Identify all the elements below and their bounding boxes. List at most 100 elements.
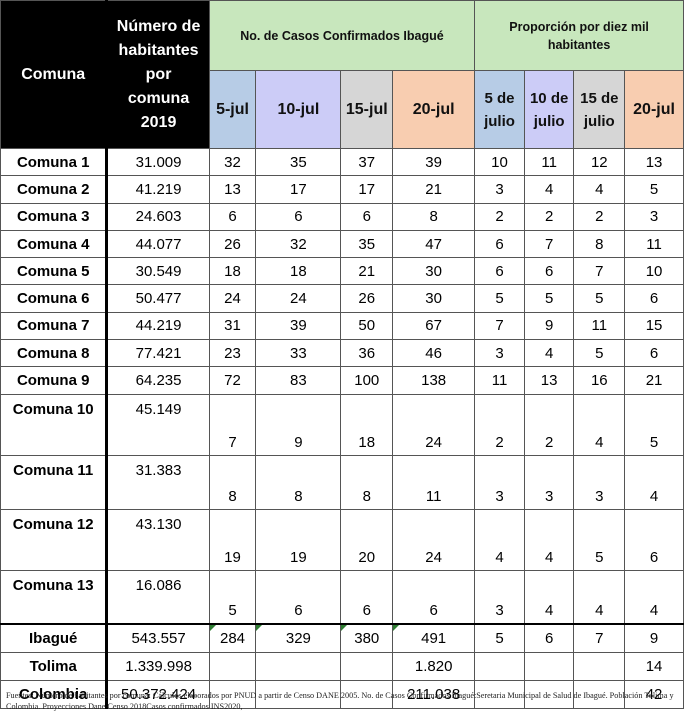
casos-value: 32 (255, 229, 342, 259)
casos-value: 491 (392, 623, 476, 653)
casos-value: 7 (208, 393, 257, 456)
habitantes-value: 64.235 (106, 366, 210, 395)
casos-value: 17 (255, 175, 342, 204)
date-header-line: 10 de (529, 89, 569, 107)
proporcion-value: 6 (523, 257, 575, 286)
table-row: Comuna 3 24.603 6 6 6 8 2 2 2 3 (0, 202, 684, 231)
proporcion-value (523, 679, 575, 709)
casos-value: 9 (255, 393, 342, 456)
habitantes-value: 543.557 (106, 623, 210, 653)
date-header-prop: 15 de julio (573, 70, 626, 149)
casos-value: 23 (208, 339, 257, 368)
proporcion-value: 11 (523, 147, 575, 177)
proporcion-value: 3 (474, 175, 525, 204)
table-row: Comuna 9 64.235 72 83 100 138 11 13 16 21 (0, 366, 684, 395)
table-row: Comuna 10 45.149 7 9 18 24 2 2 4 5 (0, 393, 684, 456)
casos-value: 24 (392, 393, 476, 456)
proporcion-value: 16 (573, 366, 626, 395)
habitantes-value: 1.339.998 (106, 651, 210, 681)
casos-value: 37 (340, 147, 394, 177)
proporcion-value: 5 (573, 284, 626, 313)
casos-value: 35 (255, 147, 342, 177)
proporcion-value: 5 (573, 508, 626, 571)
footnote: Fuentes: Número de habitantes por comuna… (6, 691, 674, 711)
casos-value: 20 (340, 508, 394, 571)
proporcion-value: 11 (573, 311, 626, 341)
casos-value: 67 (392, 311, 476, 341)
casos-value (340, 679, 394, 709)
casos-value: 30 (392, 257, 476, 286)
proporcion-value: 3 (573, 454, 626, 510)
casos-value: 8 (255, 454, 342, 510)
comuna-name: Comuna 11 (0, 454, 109, 510)
habitantes-value: 24.603 (106, 202, 210, 231)
proporcion-value: 3 (624, 202, 684, 231)
habitantes-value: 30.549 (106, 257, 210, 286)
proporcion-value: 3 (474, 339, 525, 368)
casos-value: 47 (392, 229, 476, 259)
proporcion-value: 11 (624, 229, 684, 259)
comuna-name: Comuna 8 (0, 339, 109, 368)
habitantes-value: 31.009 (106, 147, 210, 177)
total-label: Colombia (0, 679, 109, 709)
habitantes-label-line: comuna (127, 89, 190, 107)
proporcion-value: 2 (573, 202, 626, 231)
comuna-name: Comuna 6 (0, 284, 109, 313)
casos-value: 36 (340, 339, 394, 368)
proporcion-value: 7 (474, 311, 525, 341)
casos-value: 35 (340, 229, 394, 259)
total-row: Tolima 1.339.998 1.820 14 (0, 651, 684, 681)
casos-value: 8 (340, 454, 394, 510)
proporcion-value: 5 (474, 623, 525, 653)
habitantes-value: 31.383 (106, 454, 210, 510)
proporcion-value (474, 651, 525, 681)
date-header-line: julio (583, 112, 615, 130)
casos-value: 211.038 (392, 679, 476, 709)
habitantes-label-line: por (145, 65, 172, 83)
proporcion-value: 11 (474, 366, 525, 395)
proporcion-label-line: Proporción por diez mil (509, 19, 649, 34)
casos-value: 18 (208, 257, 257, 286)
date-header-casos: 20-jul (392, 70, 476, 149)
proporcion-value: 5 (624, 175, 684, 204)
casos-value: 21 (392, 175, 476, 204)
date-header-prop: 20-jul (624, 70, 684, 149)
proporcion-value: 3 (523, 454, 575, 510)
casos-value: 24 (255, 284, 342, 313)
casos-value: 33 (255, 339, 342, 368)
date-header-line: 15 de (580, 89, 619, 107)
proporcion-value: 6 (474, 257, 525, 286)
proporcion-value: 8 (573, 229, 626, 259)
casos-value: 380 (340, 623, 394, 653)
proporcion-label-line: habitantes (547, 37, 611, 52)
proporcion-value: 4 (573, 175, 626, 204)
proporcion-value (573, 651, 626, 681)
proporcion-value (474, 679, 525, 709)
proporcion-value: 4 (573, 569, 626, 625)
proporcion-value: 2 (523, 202, 575, 231)
proporcion-value (573, 679, 626, 709)
header-habitantes: Número de habitantes por comuna 2019 (106, 0, 210, 149)
casos-value: 17 (340, 175, 394, 204)
comuna-name: Comuna 7 (0, 311, 109, 341)
habitantes-value: 50.477 (106, 284, 210, 313)
habitantes-value: 16.086 (106, 569, 210, 625)
proporcion-value (523, 651, 575, 681)
proporcion-value: 4 (523, 339, 575, 368)
proporcion-value: 6 (624, 508, 684, 571)
casos-value: 138 (392, 366, 476, 395)
proporcion-value: 13 (523, 366, 575, 395)
comuna-name: Comuna 3 (0, 202, 109, 231)
comuna-name: Comuna 12 (0, 508, 109, 571)
header-comuna: Comuna (0, 0, 109, 149)
proporcion-value: 7 (573, 623, 626, 653)
casos-value: 19 (255, 508, 342, 571)
table-row: Comuna 8 77.421 23 33 36 46 3 4 5 6 (0, 339, 684, 368)
proporcion-value: 6 (624, 284, 684, 313)
habitantes-value: 77.421 (106, 339, 210, 368)
casos-value: 39 (392, 147, 476, 177)
comuna-name: Comuna 5 (0, 257, 109, 286)
casos-value: 8 (208, 454, 257, 510)
proporcion-value: 4 (523, 175, 575, 204)
date-header-prop: 5 de julio (474, 70, 525, 149)
